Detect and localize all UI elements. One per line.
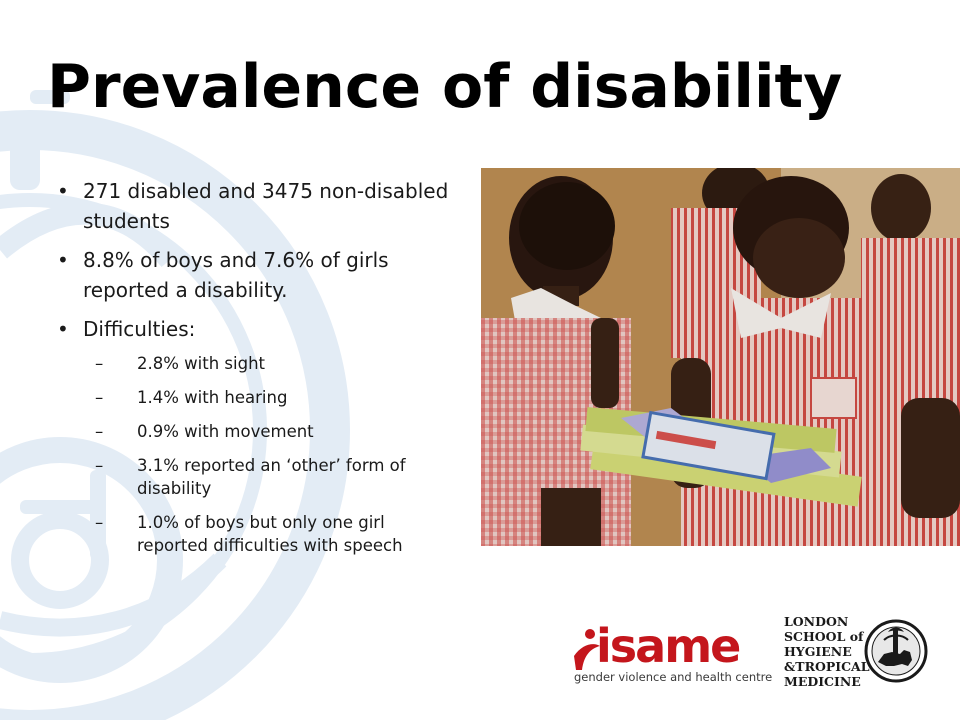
lshtm-crest-icon (864, 619, 928, 683)
dash-marker: – (95, 422, 104, 441)
difficulty-speech: – 1.0% of boys but only one girl reported… (95, 511, 449, 557)
bullet-student-counts: 271 disabled and 3475 non-disabled stude… (57, 176, 449, 236)
difficulty-text: 2.8% with sight (137, 354, 265, 373)
isame-tagline: gender violence and health centre (574, 670, 773, 684)
difficulty-text: 3.1% reported an ‘other’ form of disabil… (137, 456, 406, 498)
dash-marker: – (95, 456, 104, 475)
dash-marker: – (95, 388, 104, 407)
lshtm-wordmark: LONDON SCHOOL of HYGIENE &TROPICAL MEDIC… (784, 614, 870, 689)
slide-title: Prevalence of disability (47, 52, 843, 122)
isame-wordmark: isame (596, 619, 741, 673)
difficulty-sight: – 2.8% with sight (95, 352, 449, 375)
difficulty-movement: – 0.9% with movement (95, 420, 449, 443)
bullet-difficulties: Difficulties: – 2.8% with sight – 1.4% wit… (57, 314, 449, 557)
difficulty-hearing: – 1.4% with hearing (95, 386, 449, 409)
lshtm-logo: LONDON SCHOOL of HYGIENE &TROPICAL MEDIC… (784, 614, 960, 694)
difficulty-text: 1.0% of boys but only one girl reported … (137, 513, 403, 555)
dash-marker: – (95, 354, 104, 373)
difficulty-text: 0.9% with movement (137, 422, 314, 441)
isame-logo: isame gender violence and health centre (572, 620, 772, 690)
dash-marker: – (95, 513, 104, 532)
difficulty-other: – 3.1% reported an ‘other’ form of disabi… (95, 454, 449, 500)
students-photo-illustration (481, 168, 960, 546)
difficulty-text: 1.4% with hearing (137, 388, 288, 407)
difficulties-heading: Difficulties: (83, 317, 196, 341)
students-photo (481, 168, 960, 546)
difficulties-sublist: – 2.8% with sight – 1.4% with hearing – 0.9… (83, 352, 449, 557)
bullet-list: 271 disabled and 3475 non-disabled stude… (57, 176, 449, 568)
isame-swoosh-icon (574, 629, 600, 670)
bullet-prevalence-by-sex: 8.8% of boys and 7.6% of girls reported … (57, 245, 449, 305)
